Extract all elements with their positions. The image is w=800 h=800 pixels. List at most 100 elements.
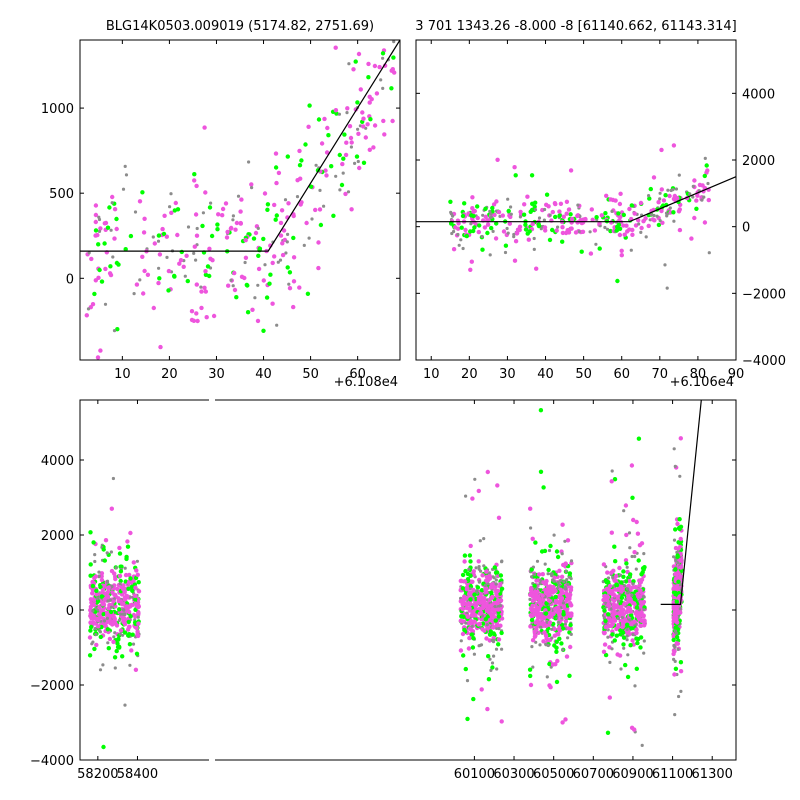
data-point: [462, 627, 467, 633]
data-point: [566, 636, 570, 640]
data-point: [677, 227, 683, 233]
data-point: [594, 242, 598, 246]
data-point: [93, 203, 99, 208]
data-point: [102, 221, 108, 226]
data-point: [649, 213, 654, 217]
data-point: [678, 574, 683, 579]
data-point: [616, 616, 621, 621]
data-point: [92, 291, 97, 297]
data-point: [610, 632, 615, 637]
data-point: [482, 596, 487, 601]
data-point: [607, 588, 613, 594]
data-point: [666, 188, 670, 192]
data-point: [637, 594, 642, 599]
data-point: [477, 606, 482, 611]
data-point: [95, 355, 101, 360]
data-point: [100, 602, 106, 607]
data-point: [239, 197, 244, 202]
data-point: [115, 586, 120, 592]
data-point: [494, 622, 500, 627]
data-point: [630, 593, 634, 598]
data-point: [533, 596, 539, 602]
x-tick-label: 61100: [652, 767, 693, 782]
data-point: [128, 614, 133, 619]
data-point: [496, 515, 502, 520]
data-point: [562, 580, 566, 584]
data-point: [91, 613, 96, 618]
data-point: [503, 243, 509, 248]
data-point: [368, 117, 373, 122]
data-point: [678, 436, 683, 441]
data-point: [89, 256, 94, 262]
data-point: [577, 230, 581, 234]
data-point: [491, 575, 495, 579]
data-point: [343, 191, 348, 197]
data-point: [337, 112, 341, 116]
data-point: [671, 188, 675, 192]
data-point: [169, 210, 174, 215]
data-point: [633, 223, 639, 228]
data-point: [547, 614, 552, 619]
data-point: [566, 626, 571, 631]
data-point: [94, 588, 99, 593]
data-point: [561, 214, 566, 219]
data-point: [633, 554, 637, 559]
data-point: [488, 209, 492, 213]
data-point: [673, 567, 678, 572]
data-point: [467, 635, 472, 641]
data-point: [601, 562, 607, 567]
data-point: [88, 573, 93, 578]
data-point: [286, 232, 290, 236]
data-point: [93, 219, 99, 225]
data-point: [563, 622, 568, 626]
data-point: [310, 217, 314, 221]
data-point: [113, 666, 117, 670]
data-point: [333, 108, 339, 113]
data-point: [114, 226, 119, 232]
data-point: [172, 274, 177, 279]
data-point: [156, 239, 161, 243]
panel-top-right-points: [448, 143, 711, 290]
data-point: [318, 222, 324, 228]
data-point: [112, 207, 118, 212]
data-point: [678, 558, 683, 563]
data-point: [464, 621, 468, 625]
data-point: [238, 209, 243, 214]
data-point: [297, 163, 303, 168]
data-point: [546, 204, 551, 209]
data-point: [647, 194, 651, 198]
data-point: [285, 240, 289, 244]
data-point: [460, 572, 466, 578]
data-point: [602, 642, 608, 647]
data-point: [102, 619, 107, 623]
data-point: [642, 619, 647, 624]
data-point: [633, 611, 638, 616]
data-point: [125, 539, 130, 544]
data-point: [478, 579, 482, 583]
x-tick-label: 70: [652, 367, 669, 382]
data-point: [580, 229, 586, 234]
data-point: [297, 148, 302, 154]
data-point: [672, 672, 677, 677]
data-point: [109, 621, 114, 626]
panel-top-right: 3 701 1343.26 -8.000 -8 [61140.662, 6114…: [415, 19, 786, 390]
data-point: [322, 204, 326, 208]
data-point: [122, 590, 127, 595]
data-point: [506, 231, 510, 235]
data-point: [567, 594, 572, 599]
data-point: [534, 627, 539, 632]
data-point: [157, 276, 162, 281]
data-point: [561, 648, 565, 652]
data-point: [547, 548, 552, 553]
data-point: [509, 205, 513, 209]
data-point: [563, 615, 569, 620]
data-point: [550, 572, 554, 576]
data-point: [608, 228, 613, 234]
data-point: [131, 578, 136, 583]
data-point: [569, 577, 573, 581]
data-point: [496, 607, 501, 612]
data-point: [694, 198, 699, 203]
data-point: [251, 236, 257, 241]
data-point: [557, 583, 561, 587]
